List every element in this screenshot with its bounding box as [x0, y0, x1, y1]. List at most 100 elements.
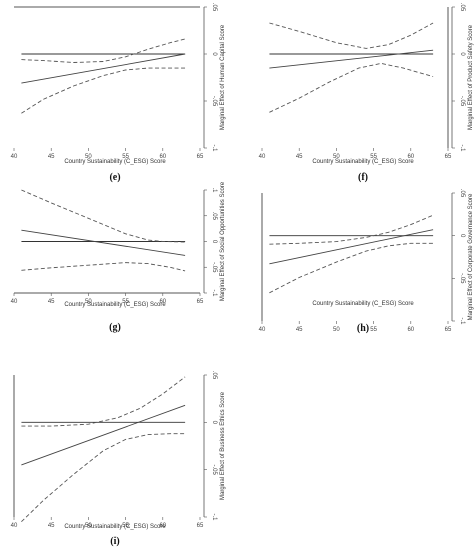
- panel-label: (f): [358, 172, 368, 183]
- x-tick-label: 45: [296, 154, 303, 160]
- y-tick: .05: [204, 371, 217, 380]
- x-tick: 65: [197, 148, 204, 160]
- y-tick-label: .05: [211, 212, 217, 221]
- y-tick-label: 0: [459, 234, 465, 238]
- y-tick: .05: [452, 3, 465, 12]
- x-tick: 45: [48, 517, 55, 529]
- x-tick: 40: [11, 293, 18, 305]
- y-tick: -.05: [452, 96, 465, 107]
- y-tick-label: 0: [211, 240, 217, 244]
- x-tick: 45: [296, 148, 303, 160]
- x-axis-label: Country Sustainability (C_ESG) Score: [312, 301, 414, 307]
- x-tick-label: 60: [407, 154, 414, 160]
- x-tick: 40: [259, 321, 266, 333]
- x-tick-label: 40: [259, 327, 266, 333]
- x-tick-label: 60: [159, 523, 166, 529]
- marginal-effect-line: [269, 49, 434, 69]
- x-tick-label: 45: [296, 327, 303, 333]
- panel-g: 40 45 50 55 60 65 -.1 -.05 0 .05 .1 Marginal Effect…: [11, 181, 226, 333]
- x-tick: 60: [159, 148, 167, 160]
- y-tick-label: -.05: [211, 262, 217, 273]
- y-tick-label: .05: [211, 371, 217, 380]
- panel-e: 40 45 50 55 60 65 -.1 -.05 0 .05 Marginal Effect o…: [11, 3, 226, 183]
- y-axis-label: Marginal Effect of Social Opportunities …: [220, 181, 226, 301]
- y-tick: -.1: [452, 317, 465, 325]
- panel-i: 40 45 50 55 60 65 -.1 -.05 0 .05 Marginal Effect o…: [11, 371, 226, 547]
- x-tick-label: 60: [159, 154, 166, 160]
- x-tick-label: 65: [445, 327, 452, 333]
- x-tick: 40: [259, 148, 266, 160]
- y-tick: .05: [452, 189, 465, 198]
- x-tick: 50: [85, 293, 92, 305]
- x-tick: 55: [122, 293, 130, 305]
- x-tick-label: 50: [333, 327, 340, 333]
- x-tick-label: 40: [11, 523, 18, 529]
- y-tick: -.05: [204, 96, 217, 107]
- x-tick: 55: [122, 148, 130, 160]
- x-tick: 60: [407, 148, 415, 160]
- y-tick-label: -.05: [459, 96, 465, 107]
- panel-label: (h): [357, 323, 369, 334]
- x-tick: 50: [333, 148, 340, 160]
- lower-ci-line: [269, 242, 434, 294]
- upper-ci-line: [21, 38, 186, 63]
- x-tick-label: 50: [333, 154, 340, 160]
- panel-f: 40 45 50 55 60 65 -.1 -.05 0 .05 Marginal Effect o…: [259, 3, 474, 183]
- x-tick: 45: [48, 293, 55, 305]
- y-tick-label: 0: [211, 421, 217, 425]
- x-tick: 40: [11, 517, 18, 529]
- x-tick: 65: [197, 293, 204, 305]
- x-tick: 50: [85, 517, 92, 529]
- x-tick-label: 45: [48, 299, 55, 305]
- x-tick: 60: [407, 321, 415, 333]
- y-tick-label: -.05: [459, 273, 465, 284]
- marginal-effect-line: [21, 53, 186, 84]
- y-tick-label: -.1: [211, 289, 217, 297]
- lower-ci-line: [21, 262, 186, 272]
- x-tick: 65: [445, 148, 452, 160]
- x-tick-label: 45: [48, 154, 55, 160]
- marginal-effect-line: [21, 404, 186, 466]
- x-tick: 40: [11, 148, 18, 160]
- y-tick-label: -.1: [211, 513, 217, 521]
- x-tick-label: 65: [197, 154, 204, 160]
- panel-label: (e): [109, 172, 120, 183]
- x-axis-label: Country Sustainability (C_ESG) Score: [64, 302, 166, 308]
- y-tick-label: .05: [459, 3, 465, 12]
- x-tick: 60: [159, 517, 167, 529]
- y-tick-label: -.05: [211, 464, 217, 475]
- upper-ci-line: [21, 376, 186, 427]
- x-tick-label: 60: [159, 299, 166, 305]
- x-tick-label: 60: [407, 327, 414, 333]
- x-tick: 55: [370, 148, 378, 160]
- y-tick-label: .05: [459, 189, 465, 198]
- lower-ci-line: [21, 67, 186, 114]
- lower-ci-line: [21, 433, 186, 523]
- y-tick: -.05: [204, 464, 217, 475]
- y-tick: 0: [204, 52, 217, 56]
- y-tick: .05: [204, 3, 217, 12]
- y-axis-label: Marginal Effect of Corporate Governance …: [468, 193, 474, 320]
- x-tick-label: 55: [370, 327, 377, 333]
- x-tick-label: 65: [197, 299, 204, 305]
- x-tick-label: 50: [85, 154, 92, 160]
- y-tick: -.05: [204, 262, 217, 273]
- x-tick: 50: [333, 321, 340, 333]
- y-tick-label: -.05: [211, 96, 217, 107]
- lower-ci-line: [269, 62, 434, 113]
- x-tick: 60: [159, 293, 167, 305]
- x-axis-label: Country Sustainability (C_ESG) Score: [64, 159, 166, 165]
- marginal-effect-line: [21, 229, 186, 256]
- marginal-effect-line: [269, 229, 434, 265]
- x-tick-label: 55: [370, 154, 377, 160]
- x-tick: 55: [370, 321, 378, 333]
- y-axis-label: Marginal Effect of Business Ethics Score: [220, 391, 226, 500]
- x-tick-label: 55: [122, 523, 129, 529]
- x-axis-label: Country Sustainability (C_ESG) Score: [312, 159, 414, 165]
- upper-ci-line: [269, 214, 434, 245]
- x-tick-label: 40: [11, 299, 18, 305]
- upper-ci-line: [21, 189, 186, 243]
- y-tick: 0: [204, 421, 217, 425]
- x-tick-label: 40: [259, 154, 266, 160]
